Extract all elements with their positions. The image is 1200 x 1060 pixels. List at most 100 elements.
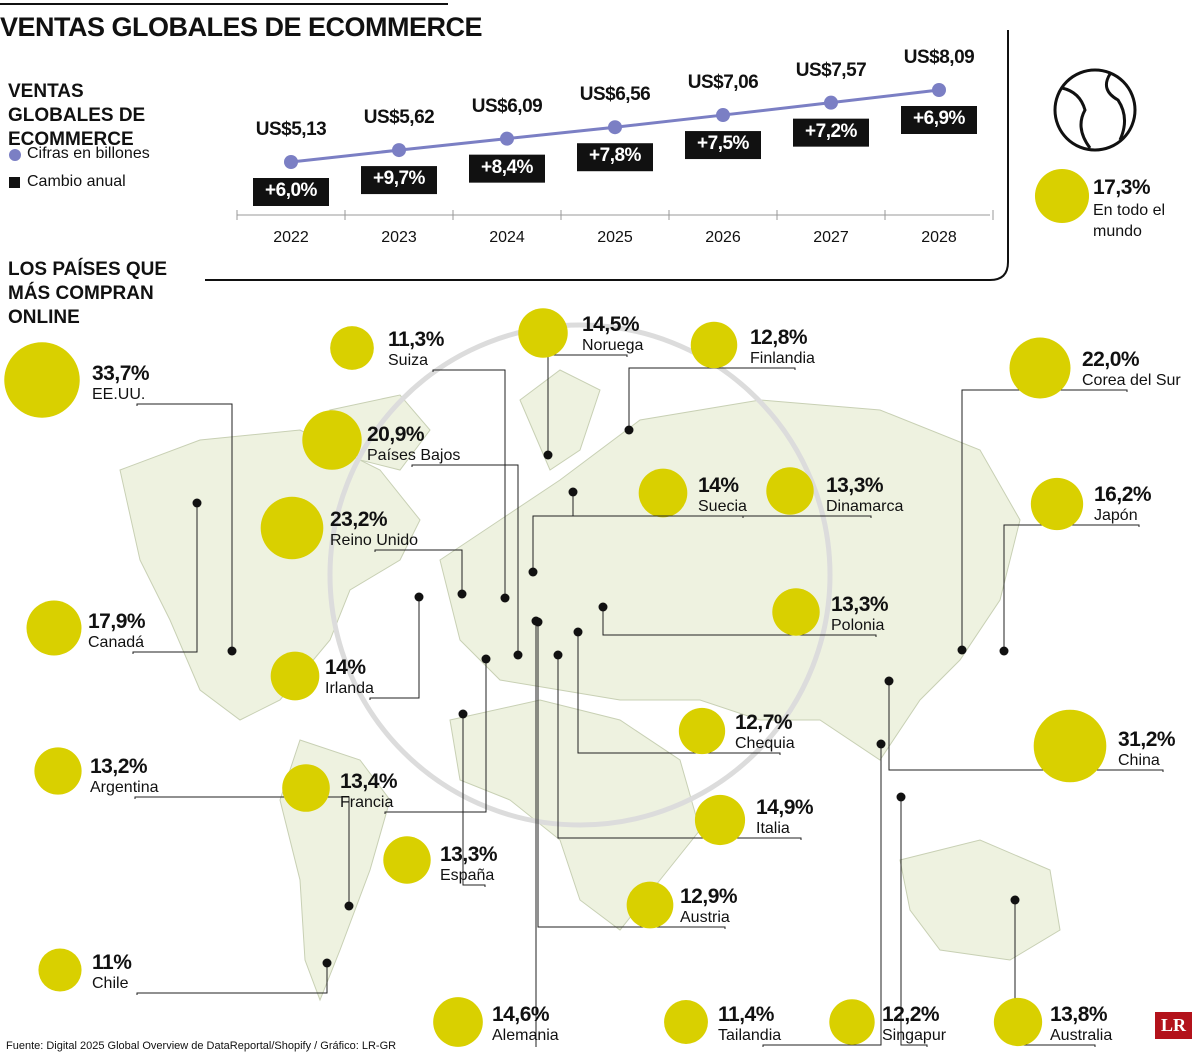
country-label: Polonia: [831, 617, 885, 634]
legend-swatch: [9, 149, 21, 161]
bubble: [270, 651, 320, 701]
bubble: [1009, 337, 1071, 399]
change-label: +6,9%: [913, 108, 965, 129]
country-dot: [528, 567, 538, 577]
country-dot: [458, 709, 468, 719]
leader-line: [537, 622, 726, 929]
country-dot: [543, 450, 553, 460]
country-dot: [553, 650, 563, 660]
bubble: [766, 467, 814, 515]
leader-line: [1003, 524, 1140, 651]
leader-line: [762, 744, 882, 1047]
data-label: US$8,09: [903, 47, 975, 68]
logo: LR: [1155, 1012, 1193, 1039]
bubble: [1034, 168, 1090, 224]
data-point: [932, 83, 946, 97]
leader-line: [547, 354, 628, 455]
value-label: 11,3%: [388, 328, 444, 351]
value-label: 14,9%: [756, 796, 814, 819]
country-label: Tailandia: [718, 1027, 782, 1044]
x-tick-label: 2023: [381, 229, 417, 246]
leader-line: [900, 797, 928, 1047]
change-box: [685, 131, 761, 160]
change-box: [901, 106, 977, 134]
country-label: Canadá: [88, 634, 145, 651]
change-label: +8,4%: [481, 156, 533, 178]
bubble: [330, 326, 374, 370]
data-point: [392, 143, 406, 158]
legend-label: Cifras en billones: [27, 145, 150, 162]
country-dot: [457, 589, 467, 599]
data-label: US$6,09: [471, 95, 543, 117]
bubble: [829, 999, 875, 1045]
country-dot: [568, 487, 578, 497]
value-label: 13,8%: [1050, 1003, 1108, 1026]
country-dot: [531, 616, 541, 626]
country-label: Suiza: [388, 352, 429, 369]
country-dot: [957, 645, 967, 655]
leader-line: [557, 655, 802, 840]
leader-line: [134, 796, 350, 906]
country-dot: [624, 425, 634, 435]
country-label: Países Bajos: [367, 447, 461, 464]
country-dot: [414, 592, 424, 602]
x-tick-label: 2024: [489, 229, 525, 246]
bubble: [993, 997, 1043, 1047]
change-box: [577, 143, 653, 172]
value-label: 12,9%: [680, 885, 738, 908]
country-label: Suecia: [698, 498, 747, 515]
country-label: Corea del Sur: [1082, 372, 1181, 389]
country-label: China: [1118, 752, 1160, 769]
bubble: [1033, 709, 1107, 783]
leader-line: [384, 659, 487, 814]
change-label: +7,2%: [805, 120, 857, 142]
bubble: [4, 342, 80, 418]
value-label: 23,2%: [330, 508, 388, 531]
bubble: [1030, 477, 1084, 531]
value-label: 14,6%: [492, 1003, 550, 1026]
data-point: [824, 95, 838, 110]
bubble: [690, 321, 738, 369]
section-title: LOS PAÍSES QUE MÁS COMPRAN ONLINE: [8, 259, 168, 328]
country-label: Dinamarca: [826, 498, 904, 515]
bubble: [638, 468, 688, 518]
country-dot: [999, 646, 1009, 656]
bubble: [772, 588, 820, 636]
country-dot: [513, 650, 523, 660]
country-label: Singapur: [882, 1027, 947, 1044]
value-label: 17,9%: [88, 610, 146, 633]
data-label: US$5,62: [363, 107, 435, 129]
country-dot: [500, 593, 510, 603]
bubble: [260, 496, 324, 560]
leader-line: [132, 503, 198, 654]
country-label: Noruega: [582, 337, 644, 354]
legend-label: Cambio anual: [27, 173, 126, 190]
value-label: 12,8%: [750, 326, 808, 349]
country-dot: [598, 602, 608, 612]
leader-line: [411, 464, 519, 655]
bubble: [678, 707, 726, 755]
change-label: +6,0%: [265, 180, 317, 201]
country-dot: [322, 958, 332, 968]
change-box: [361, 166, 437, 195]
country-label: Argentina: [90, 779, 159, 796]
country-label: En todo el mundo: [1093, 202, 1166, 240]
leader-line: [136, 963, 328, 995]
leader-line: [374, 549, 463, 594]
value-label: 12,2%: [882, 1003, 940, 1026]
country-dot: [344, 901, 354, 911]
x-tick-label: 2022: [273, 229, 309, 246]
value-label: 20,9%: [367, 423, 425, 446]
leader-line: [462, 714, 486, 887]
world-map: [119, 369, 1061, 1002]
country-label: Chile: [92, 975, 129, 992]
country-label: EE.UU.: [92, 386, 146, 403]
country-dot: [227, 646, 237, 656]
x-tick-label: 2028: [921, 229, 957, 246]
country-label: Finlandia: [750, 350, 815, 367]
country-dot: [896, 792, 906, 802]
country-label: Alemania: [492, 1027, 559, 1044]
leader-line: [602, 607, 877, 637]
bubble: [383, 836, 431, 884]
